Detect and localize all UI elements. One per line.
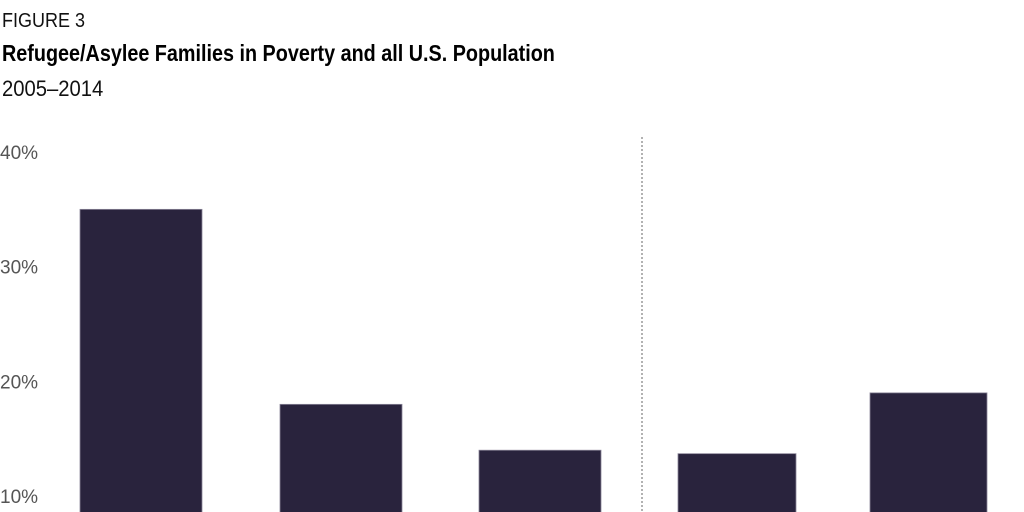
bar-4	[677, 453, 797, 512]
y-tick-label: 10%	[0, 487, 38, 508]
bar-3	[478, 449, 602, 512]
y-tick-label: 40%	[0, 143, 38, 164]
bar-2	[279, 403, 403, 512]
bar-1	[79, 208, 203, 512]
y-tick-label: 30%	[0, 258, 38, 279]
chart-title: Refugee/Asylee Families in Poverty and a…	[2, 40, 555, 66]
bar-5	[869, 392, 988, 512]
y-tick-label: 20%	[0, 372, 38, 393]
chart-subtitle: 2005–2014	[2, 76, 104, 101]
figure-label: FIGURE 3	[2, 10, 86, 32]
